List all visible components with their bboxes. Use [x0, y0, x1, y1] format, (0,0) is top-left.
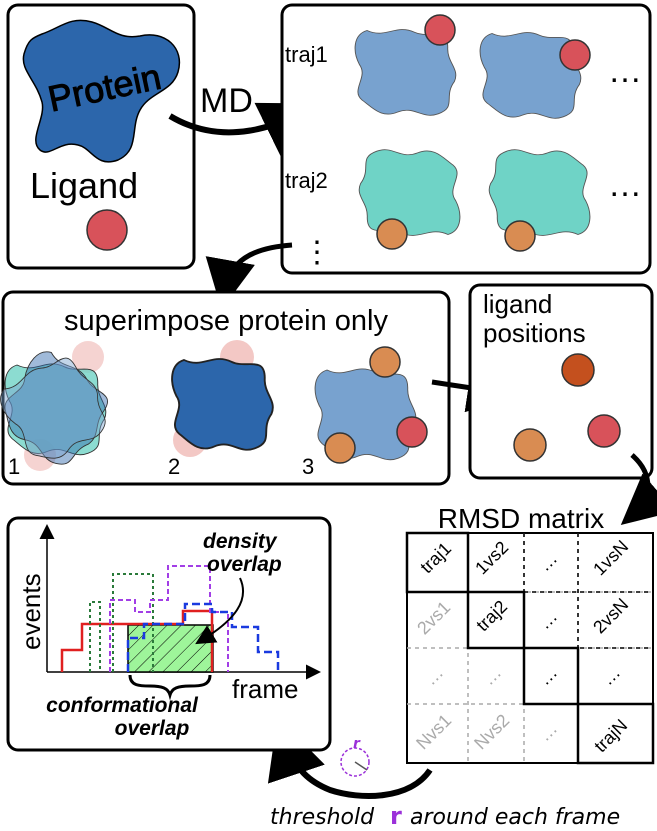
threshold-symbol: r [390, 802, 402, 830]
diag-block-1 [405, 531, 470, 594]
superimposed-protein-2 [171, 358, 274, 451]
ligand-positions-panel: ligand positions [468, 283, 654, 480]
density-overlap-line1: density [203, 530, 278, 553]
traj1-label: traj1 [285, 42, 328, 67]
superimpose-title: superimpose protein only [64, 305, 389, 337]
ligand-shape [86, 209, 128, 251]
ligand-positions-title-line2: positions [483, 318, 586, 348]
traj2-label: traj2 [285, 168, 328, 193]
y-axis-label: events [16, 573, 46, 650]
traj1-frame1-ligand [424, 14, 456, 46]
position-dot [513, 428, 547, 462]
step3-label: 3 [302, 454, 314, 479]
traj2-frame2-ligand [504, 220, 536, 252]
system-panel: Protein Ligand [6, 3, 196, 270]
traj1-more: … [608, 52, 642, 90]
md-to-superimpose-arrow [205, 242, 293, 310]
x-axis-label: frame [232, 674, 298, 704]
threshold-text-before: threshold [270, 805, 375, 830]
ligand-positions-title-line1: ligand [483, 289, 552, 319]
threshold-text-after: around each frame [410, 805, 620, 830]
diag-block-2 [466, 590, 526, 650]
traj2-frame1-ligand [376, 218, 408, 250]
protein-shape [22, 19, 181, 163]
density-overlap-line2: overlap [207, 553, 282, 576]
ghost-ligand [72, 341, 104, 373]
traj1-frame2-ligand [559, 39, 591, 71]
histogram-red [60, 609, 214, 672]
position-dot [561, 353, 595, 387]
overlap-panel: events frame density overlap conformatio… [6, 516, 332, 752]
diag-block-4 [576, 702, 655, 765]
histogram-blue [126, 602, 280, 672]
position-dot [587, 414, 621, 448]
histogram-purple [109, 565, 229, 672]
md-label: MD [200, 82, 253, 120]
conformational-overlap-line2: overlap [115, 717, 190, 740]
superimpose-panel: superimpose protein only 1 2 3 [0, 290, 451, 486]
rmsd-title: RMSD matrix [438, 503, 604, 534]
more-trajectories: ⋮ [302, 236, 332, 269]
md-panel: traj1 traj2 … … ⋮ [280, 3, 652, 275]
step2-label: 2 [168, 454, 180, 479]
md-panel-frame [280, 3, 652, 275]
rmsd-matrix: RMSD matrix traj1 1vs2 … 1vsN 2vs1 traj2 [405, 503, 655, 765]
overlap-region [127, 624, 214, 673]
conformational-brace [128, 674, 212, 701]
threshold-icon-label: r [353, 736, 361, 752]
ligand-position-3 [324, 432, 356, 464]
traj2-frame2-protein [488, 149, 591, 236]
threshold-caption: threshold r around each frame [270, 802, 620, 830]
traj2-more: … [608, 166, 642, 204]
traj2-frame1-protein [358, 149, 461, 236]
positions-to-rmsd-arrow [620, 453, 657, 526]
ligand-position-1 [369, 346, 401, 378]
ligand-label: Ligand [30, 165, 138, 206]
diag-block-3 [522, 646, 580, 706]
rmsd-to-overlap-arrow [267, 717, 433, 799]
ligand-position-2 [396, 416, 428, 448]
threshold-icon: r [340, 736, 370, 777]
density-pointer [195, 577, 245, 645]
step1-label: 1 [8, 454, 20, 479]
conformational-overlap-line1: conformational [46, 694, 199, 717]
